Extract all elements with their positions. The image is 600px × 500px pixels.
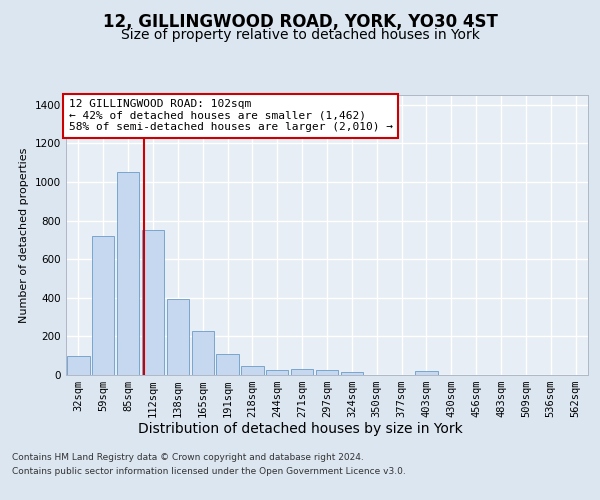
Bar — [266, 370, 289, 375]
Bar — [142, 230, 164, 375]
Text: Distribution of detached houses by size in York: Distribution of detached houses by size … — [137, 422, 463, 436]
Bar — [341, 372, 363, 375]
Bar — [217, 354, 239, 375]
Text: Size of property relative to detached houses in York: Size of property relative to detached ho… — [121, 28, 479, 42]
Bar — [316, 370, 338, 375]
Bar — [291, 369, 313, 375]
Bar — [191, 330, 214, 375]
Bar — [167, 298, 189, 375]
Bar — [67, 356, 89, 375]
Text: Contains public sector information licensed under the Open Government Licence v3: Contains public sector information licen… — [12, 467, 406, 476]
Text: 12 GILLINGWOOD ROAD: 102sqm
← 42% of detached houses are smaller (1,462)
58% of : 12 GILLINGWOOD ROAD: 102sqm ← 42% of det… — [68, 99, 392, 132]
Bar — [117, 172, 139, 375]
Bar — [92, 236, 115, 375]
Y-axis label: Number of detached properties: Number of detached properties — [19, 148, 29, 322]
Text: Contains HM Land Registry data © Crown copyright and database right 2024.: Contains HM Land Registry data © Crown c… — [12, 454, 364, 462]
Text: 12, GILLINGWOOD ROAD, YORK, YO30 4ST: 12, GILLINGWOOD ROAD, YORK, YO30 4ST — [103, 12, 497, 30]
Bar — [415, 371, 437, 375]
Bar — [241, 366, 263, 375]
